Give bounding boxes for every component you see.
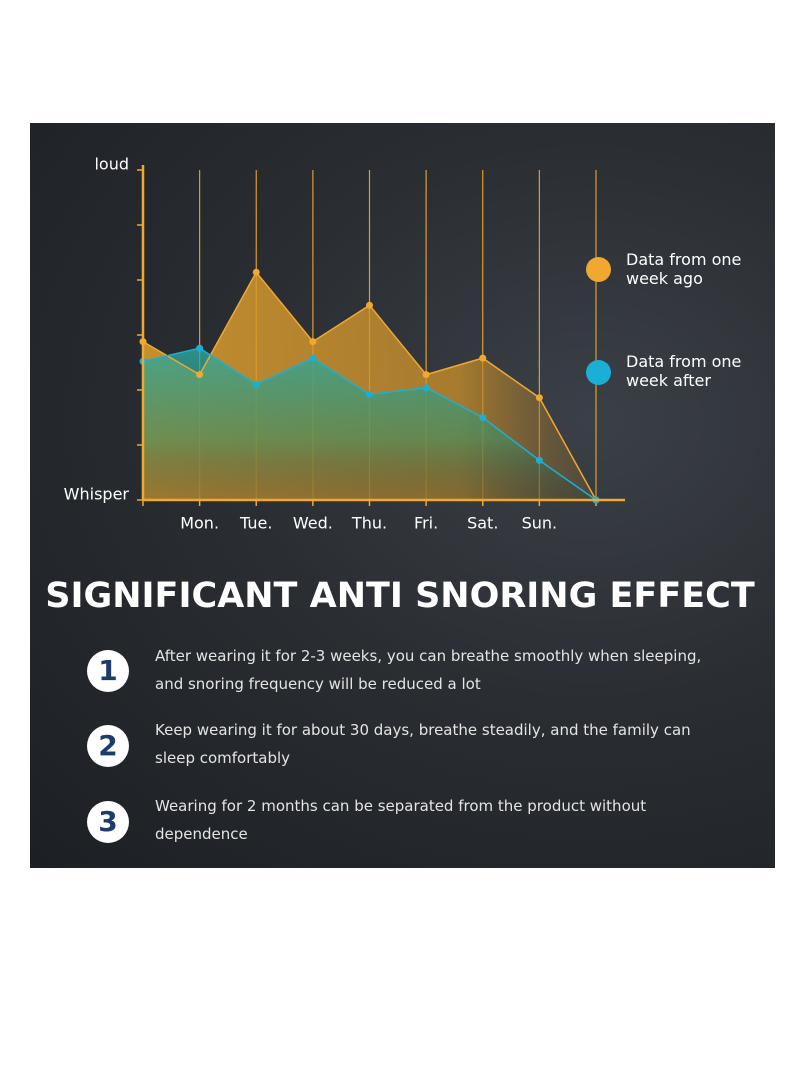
item-number: 3	[87, 801, 129, 843]
legend-label: Data from one week after	[626, 352, 742, 390]
chart: Mon. Tue. Wed. Thu. Fri. Sat. Sun. Whisper loud	[64, 155, 625, 533]
point	[535, 394, 543, 402]
x-tick-label: Tue.	[239, 514, 272, 533]
point	[252, 381, 260, 388]
point	[535, 456, 543, 464]
legend-swatch	[586, 257, 611, 282]
y-tick-label: Whisper	[64, 485, 130, 504]
item-text: Wearing for 2 months can be separated fr…	[155, 797, 647, 843]
point	[196, 344, 204, 352]
legend-label: Data from one week ago	[626, 250, 742, 288]
point	[422, 384, 430, 392]
item-text: Keep wearing it for about 30 days, breat…	[155, 721, 691, 767]
x-tick-label: Sun.	[522, 514, 558, 533]
point	[252, 268, 260, 276]
x-tick-label: Thu.	[351, 514, 387, 533]
item-text: After wearing it for 2-3 weeks, you can …	[155, 647, 702, 693]
item-number: 1	[87, 650, 129, 692]
point	[479, 354, 487, 362]
point	[366, 390, 373, 398]
y-tick-label: loud	[94, 155, 129, 174]
item-number: 2	[87, 725, 129, 767]
x-tick-label: Mon.	[180, 514, 219, 533]
point	[309, 354, 317, 362]
x-tick-label: Fri.	[414, 514, 438, 533]
heading: SIGNIFICANT ANTI SNORING EFFECT	[45, 576, 755, 616]
point	[422, 371, 430, 379]
point	[196, 371, 204, 379]
point	[309, 338, 317, 346]
point	[366, 301, 373, 309]
point	[479, 414, 487, 421]
x-tick-label: Sat.	[467, 514, 498, 533]
legend-swatch	[586, 360, 611, 385]
x-tick-label: Wed.	[293, 514, 333, 533]
